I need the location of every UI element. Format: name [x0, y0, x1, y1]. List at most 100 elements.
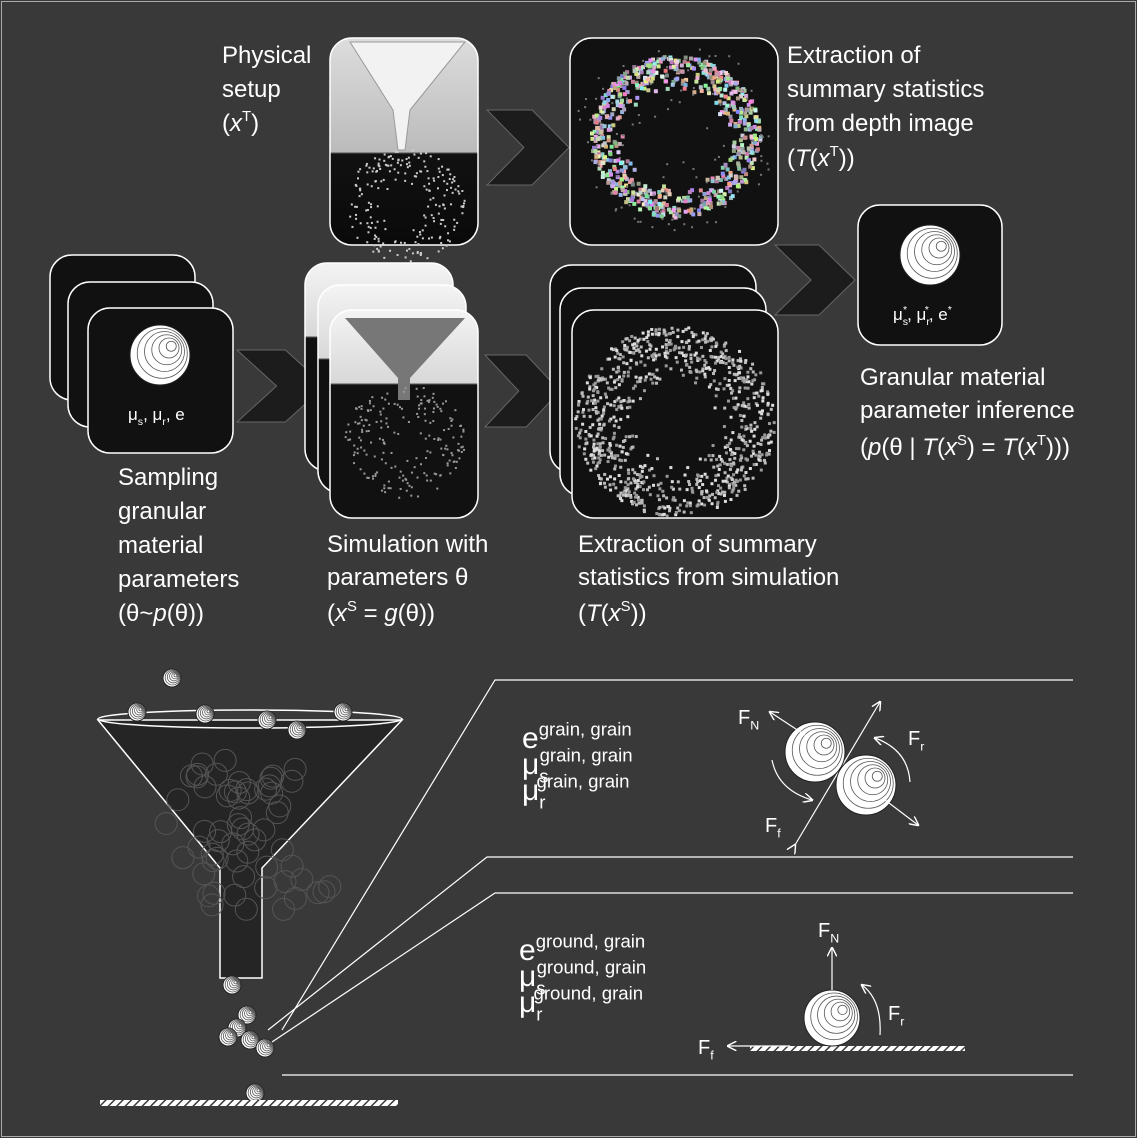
- noise-pixel: [683, 83, 688, 88]
- noise-pixel: [598, 115, 603, 120]
- noise-pixel: [712, 84, 717, 89]
- noise-pixel: [396, 254, 399, 257]
- noise-pixel: [625, 337, 629, 341]
- noise-pixel: [643, 378, 647, 382]
- noise-pixel: [596, 374, 600, 378]
- grain-line: [238, 1023, 243, 1028]
- noise-pixel: [379, 168, 382, 171]
- noise-pixel: [763, 433, 767, 437]
- contact-axis: [795, 702, 880, 845]
- noise-pixel: [593, 401, 597, 405]
- noise-pixel: [716, 464, 720, 468]
- noise-pixel: [759, 416, 763, 420]
- noise-pixel: [623, 81, 626, 84]
- noise-pixel: [692, 333, 696, 337]
- noise-pixel: [595, 137, 600, 142]
- noise-pixel: [733, 124, 738, 129]
- noise-pixel: [698, 370, 702, 374]
- noise-pixel: [614, 143, 619, 148]
- noise-pixel: [706, 62, 711, 67]
- noise-pixel: [627, 490, 631, 494]
- noise-pixel: [633, 102, 638, 107]
- noise-pixel: [731, 80, 736, 85]
- grain-line: [921, 234, 953, 266]
- noise-pixel: [668, 509, 672, 513]
- noise-pixel: [662, 331, 666, 335]
- noise-pixel: [740, 146, 745, 151]
- noise-pixel: [701, 354, 705, 358]
- noise-pixel: [367, 476, 370, 479]
- noise-pixel: [744, 477, 748, 481]
- text-segment: s: [539, 765, 548, 786]
- noise-pixel: [726, 175, 731, 180]
- noise-pixel: [598, 482, 602, 486]
- noise-pixel: [729, 476, 733, 480]
- noise-pixel: [632, 68, 637, 73]
- grain-line: [171, 672, 179, 680]
- noise-pixel: [454, 188, 457, 191]
- noise-pixel: [709, 354, 713, 358]
- noise-pixel: [656, 64, 661, 69]
- noise-pixel: [673, 215, 678, 220]
- noise-pixel: [376, 205, 379, 208]
- noise-pixel: [636, 482, 640, 486]
- grain-line: [165, 340, 177, 352]
- noise-pixel: [610, 125, 613, 128]
- noise-pixel: [690, 486, 694, 490]
- noise-pixel: [653, 352, 657, 356]
- noise-pixel: [634, 495, 638, 499]
- noise-pixel: [638, 84, 643, 89]
- noise-pixel: [721, 361, 725, 365]
- noise-pixel: [576, 410, 580, 414]
- noise-pixel: [462, 205, 465, 208]
- noise-pixel: [763, 461, 767, 465]
- noise-pixel: [725, 111, 730, 116]
- noise-pixel: [353, 462, 356, 465]
- noise-pixel: [626, 493, 630, 497]
- noise-pixel: [597, 451, 601, 455]
- noise-pixel: [601, 436, 605, 440]
- noise-pixel: [600, 109, 605, 114]
- noise-pixel: [618, 92, 623, 97]
- noise-pixel: [584, 437, 588, 441]
- noise-pixel: [695, 176, 698, 179]
- noise-pixel: [701, 369, 705, 373]
- noise-pixel: [406, 459, 409, 462]
- noise-pixel: [695, 376, 699, 380]
- noise-pixel: [664, 202, 669, 207]
- noise-pixel: [613, 400, 617, 404]
- noise-pixel: [767, 135, 770, 138]
- noise-pixel: [591, 408, 595, 412]
- noise-pixel: [743, 135, 748, 140]
- grain-line: [231, 979, 239, 987]
- noise-pixel: [727, 383, 731, 387]
- noise-pixel: [393, 402, 396, 405]
- noise-pixel: [611, 456, 615, 460]
- noise-pixel: [733, 480, 737, 484]
- noise-pixel: [367, 225, 370, 228]
- noise-pixel: [772, 421, 776, 425]
- noise-pixel: [754, 453, 758, 457]
- noise-pixel: [654, 332, 658, 336]
- noise-pixel: [688, 365, 692, 369]
- noise-pixel: [605, 103, 610, 108]
- noise-pixel: [383, 219, 386, 222]
- noise-pixel: [628, 435, 632, 439]
- noise-pixel: [438, 170, 441, 173]
- noise-pixel: [380, 458, 383, 461]
- noise-pixel: [602, 124, 607, 129]
- grain-inside: [202, 881, 226, 905]
- noise-pixel: [713, 496, 717, 500]
- grain-line: [266, 1043, 271, 1048]
- noise-pixel: [359, 189, 362, 192]
- noise-pixel: [627, 471, 631, 475]
- grain-line: [264, 1042, 272, 1050]
- noise-pixel: [718, 382, 722, 386]
- noise-pixel: [687, 69, 690, 72]
- noise-pixel: [595, 97, 598, 100]
- funnel-rim: [97, 709, 403, 729]
- noise-pixel: [365, 453, 368, 456]
- noise-pixel: [358, 422, 361, 425]
- step-notation: (θ~p(θ)): [118, 600, 204, 627]
- noise-pixel: [374, 157, 377, 160]
